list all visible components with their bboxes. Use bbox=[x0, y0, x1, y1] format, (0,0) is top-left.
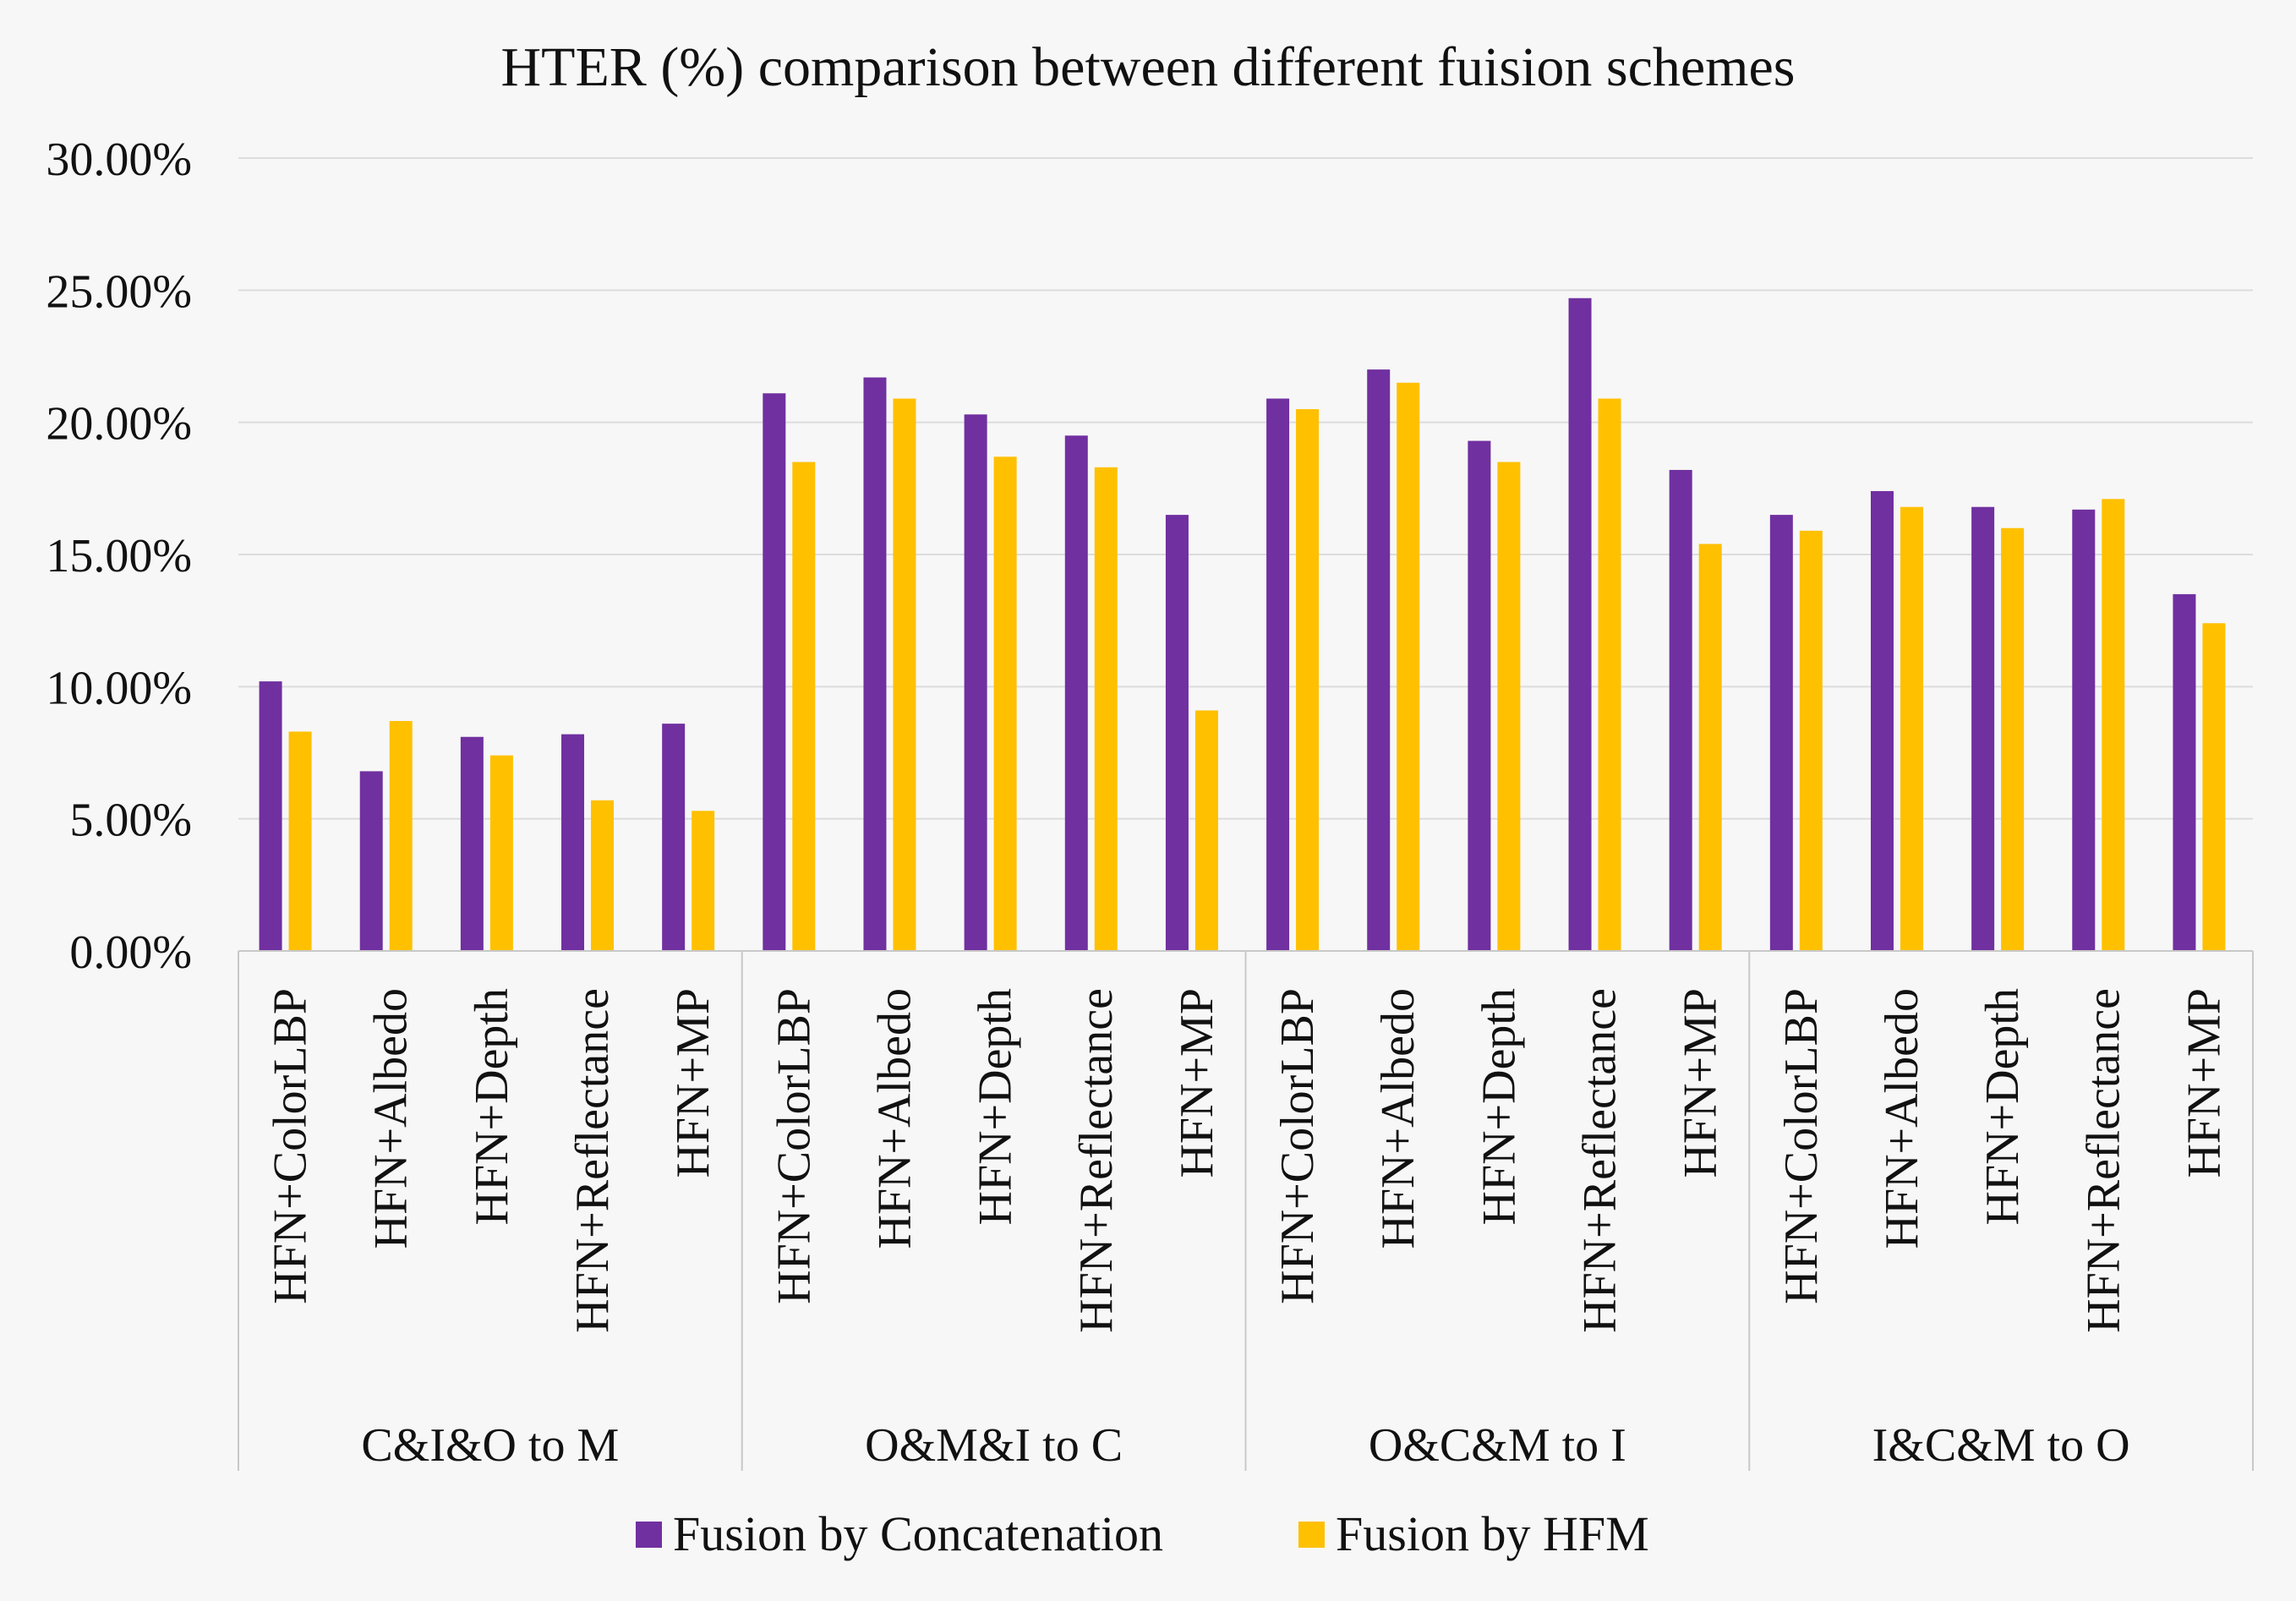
legend-swatch bbox=[636, 1522, 662, 1548]
bar-hfm bbox=[288, 731, 312, 951]
legend-label: Fusion by HFM bbox=[1336, 1506, 1649, 1561]
legend: Fusion by Concatenation Fusion by HFM bbox=[636, 1506, 1649, 1561]
x-group-label: I&C&M to O bbox=[1872, 1419, 2130, 1472]
bar-concatenation bbox=[863, 377, 887, 952]
bar-concatenation bbox=[259, 681, 282, 951]
bar-concatenation bbox=[359, 771, 383, 951]
bar-hfm bbox=[1397, 382, 1420, 951]
bar-concatenation bbox=[561, 734, 585, 951]
x-category-label: HFN+Reflectance bbox=[2077, 988, 2129, 1333]
x-category-label: HFN+Reflectance bbox=[566, 988, 619, 1333]
bar-hfm bbox=[1598, 398, 1621, 951]
x-axis: HFN+ColorLBP HFN+Albedo HFN+Depth HFN+Refle… bbox=[238, 950, 2254, 1472]
x-group-label: O&C&M to I bbox=[1369, 1419, 1626, 1472]
bar-hfm bbox=[692, 811, 715, 951]
legend-swatch bbox=[1298, 1522, 1325, 1548]
x-category-label: HFN+Albedo bbox=[365, 988, 418, 1249]
bar-hfm bbox=[893, 398, 916, 951]
bar-hfm bbox=[1296, 409, 1320, 951]
bar-hfm bbox=[1900, 506, 1923, 951]
y-axis-ticks: 0.00% 5.00% 10.00% 15.00% 20.00% 25.00% 30.00% bbox=[46, 134, 192, 979]
chart-title: HTER (%) comparison between different fu… bbox=[501, 36, 1796, 98]
x-category-label: HFN+MP bbox=[2178, 988, 2230, 1178]
y-tick-label: 15.00% bbox=[46, 530, 192, 582]
bar-concatenation bbox=[1367, 369, 1391, 952]
bar-concatenation bbox=[1568, 298, 1592, 951]
x-category-label: HFN+Depth bbox=[1473, 988, 1525, 1225]
x-category-label: HFN+Reflectance bbox=[1574, 988, 1626, 1333]
y-tick-label: 0.00% bbox=[69, 926, 192, 979]
x-category-label: HFN+Depth bbox=[466, 988, 518, 1225]
bar-hfm bbox=[1094, 467, 1118, 951]
bar-concatenation bbox=[1971, 506, 1995, 951]
x-group-label: C&I&O to M bbox=[361, 1419, 619, 1472]
x-category-label: HFN+ColorLBP bbox=[1775, 988, 1828, 1304]
x-category-label: HFN+Albedo bbox=[868, 988, 921, 1249]
x-category-label: HFN+Albedo bbox=[1876, 988, 1928, 1249]
bar-hfm bbox=[1698, 544, 1722, 951]
x-category-label: HFN+ColorLBP bbox=[1271, 988, 1324, 1304]
x-category-label: HFN+ColorLBP bbox=[768, 988, 820, 1304]
bar-concatenation bbox=[1669, 469, 1692, 951]
bar-concatenation bbox=[1165, 515, 1189, 951]
y-tick-label: 20.00% bbox=[46, 398, 192, 451]
bar-concatenation bbox=[662, 724, 686, 951]
bar-hfm bbox=[792, 462, 816, 951]
bar-concatenation bbox=[2072, 509, 2096, 951]
x-category-label: HFN+MP bbox=[667, 988, 719, 1178]
x-category-label: HFN+Reflectance bbox=[1070, 988, 1123, 1333]
bar-concatenation bbox=[1468, 440, 1491, 951]
bar-hfm bbox=[2102, 499, 2125, 951]
bar-hfm bbox=[1194, 710, 1218, 951]
x-category-label: HFN+MP bbox=[1675, 988, 1727, 1178]
y-tick-label: 30.00% bbox=[46, 134, 192, 186]
bar-hfm bbox=[489, 755, 513, 951]
bar-concatenation bbox=[763, 393, 786, 952]
legend-label: Fusion by Concatenation bbox=[673, 1506, 1163, 1561]
bars bbox=[259, 298, 2226, 952]
bar-concatenation bbox=[2173, 593, 2196, 951]
bar-concatenation bbox=[1064, 435, 1088, 951]
bar-concatenation bbox=[1266, 398, 1290, 951]
bar-hfm bbox=[2202, 623, 2226, 951]
y-tick-label: 5.00% bbox=[69, 795, 192, 847]
bar-hfm bbox=[993, 456, 1017, 951]
x-category-label: HFN+MP bbox=[1171, 988, 1223, 1178]
x-category-label: HFN+Albedo bbox=[1372, 988, 1424, 1249]
bar-concatenation bbox=[1870, 490, 1894, 951]
bar-hfm bbox=[2001, 527, 2025, 951]
bar-concatenation bbox=[1769, 515, 1793, 951]
bar-hfm bbox=[1497, 462, 1521, 951]
bar-hfm bbox=[1799, 530, 1823, 951]
x-category-label: HFN+Depth bbox=[970, 988, 1022, 1225]
x-category-label: HFN+ColorLBP bbox=[265, 988, 317, 1304]
y-tick-label: 25.00% bbox=[46, 265, 192, 318]
bar-concatenation bbox=[964, 414, 987, 952]
bar-hfm bbox=[591, 800, 615, 951]
grid-lines bbox=[238, 157, 2253, 820]
bar-hfm bbox=[389, 720, 413, 951]
y-tick-label: 10.00% bbox=[46, 662, 192, 714]
bar-concatenation bbox=[460, 736, 484, 951]
x-group-label: O&M&I to C bbox=[865, 1419, 1123, 1472]
x-category-label: HFN+Depth bbox=[1976, 988, 2029, 1225]
